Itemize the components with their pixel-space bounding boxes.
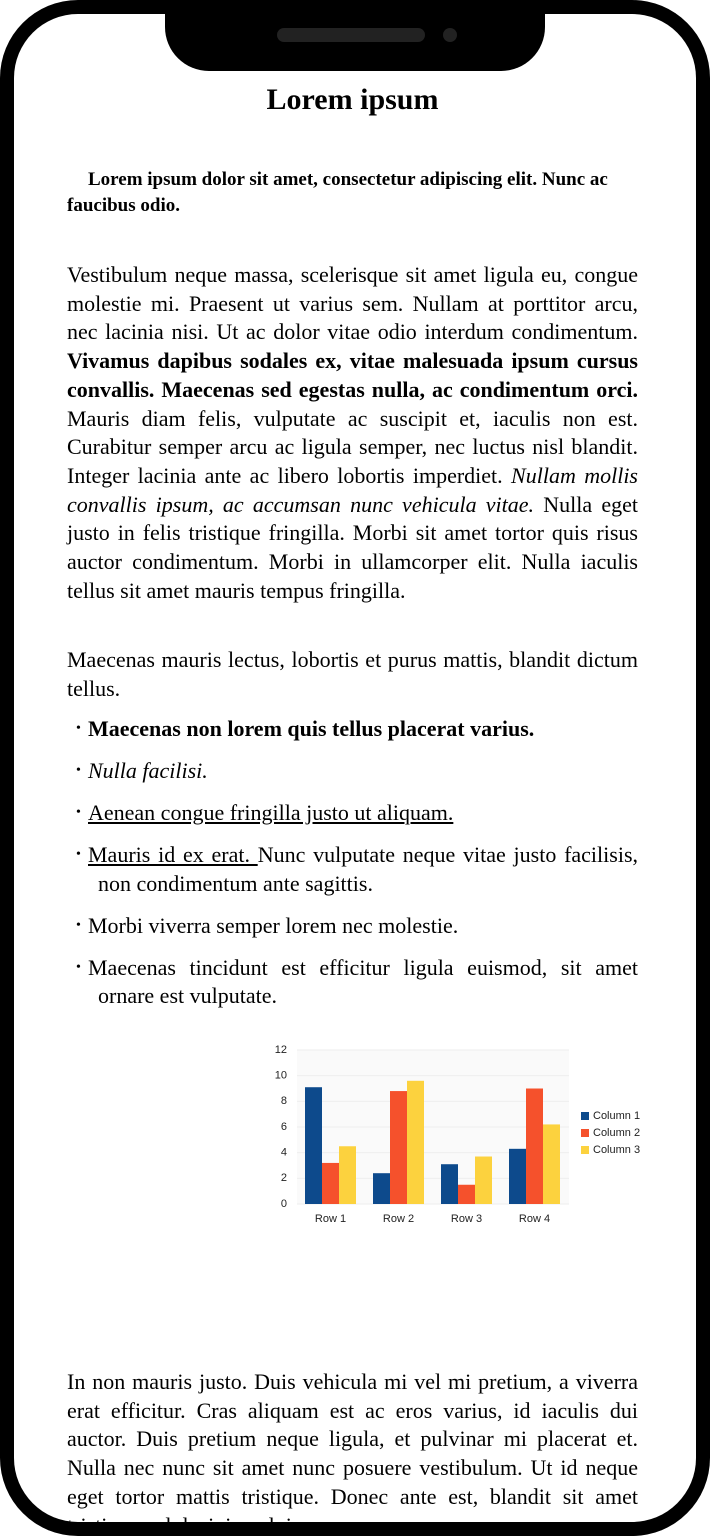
y-tick-label: 6 — [281, 1121, 287, 1133]
chart: 0 2 4 6 8 10 12 Row 1 Row 2 Row 3 Row 4 Column 1 Col… — [275, 1044, 640, 1225]
list-item: Nulla facilisi. — [67, 757, 638, 786]
legend-label: Column 2 — [593, 1127, 640, 1139]
y-tick-label: 10 — [275, 1070, 287, 1082]
bar — [339, 1146, 356, 1204]
bar — [458, 1184, 475, 1204]
text-run: Vestibulum neque massa, scelerisque sit … — [67, 262, 638, 345]
text-run: Morbi viverra semper lorem nec molestie. — [88, 912, 459, 938]
legend-label: Column 1 — [593, 1110, 640, 1122]
legend-swatch — [581, 1146, 589, 1154]
text-run: Nunc vulputate neque vitae justo facilis… — [98, 842, 639, 896]
x-tick-label: Row 3 — [451, 1213, 482, 1225]
subtitle: Lorem ipsum dolor sit amet, consectetur … — [67, 169, 608, 216]
list-item: Mauris id ex erat. Nunc vulputate neque … — [67, 841, 638, 898]
bar — [543, 1124, 560, 1204]
list-item: Maecenas non lorem quis tellus placerat … — [67, 715, 638, 744]
bar — [441, 1164, 458, 1204]
page-title: Lorem ipsum — [266, 83, 439, 116]
text-run: Maecenas tincidunt est efficitur ligula … — [88, 954, 638, 1009]
bar — [475, 1156, 492, 1204]
speaker — [277, 28, 425, 42]
bar — [373, 1173, 390, 1204]
text-run: Aenean congue fringilla justo ut aliquam… — [88, 800, 454, 825]
legend-label: Column 3 — [593, 1144, 640, 1156]
notch — [165, 14, 545, 71]
bullet-list: Maecenas non lorem quis tellus placerat … — [67, 715, 638, 1024]
paragraph: In non mauris justo. Duis vehicula mi ve… — [67, 1368, 638, 1522]
x-tick-label: Row 4 — [519, 1213, 550, 1225]
list-item: Maecenas tincidunt est efficitur ligula … — [67, 954, 638, 1011]
y-tick-label: 0 — [281, 1198, 287, 1210]
y-tick-label: 12 — [275, 1044, 287, 1056]
bar — [526, 1088, 543, 1204]
screen: Lorem ipsum Lorem ipsum dolor sit amet, … — [14, 14, 696, 1522]
text-run: In non mauris justo. Duis vehicula mi ve… — [67, 1369, 638, 1522]
text-run: Nullam mollis convallis ipsum, ac accums… — [67, 462, 638, 517]
camera — [443, 28, 457, 42]
list-item: Morbi viverra semper lorem nec molestie. — [67, 912, 638, 941]
text-run: Maecenas mauris lectus, lobortis et puru… — [67, 647, 638, 701]
text-run: Mauris id ex erat. — [88, 842, 258, 867]
text-run: Mauris diam felis, vulputate ac suscipit… — [67, 405, 638, 488]
bar — [407, 1080, 424, 1204]
text-run: Nulla eget justo in felis tristique frin… — [67, 491, 638, 603]
y-tick-label: 2 — [281, 1172, 287, 1184]
bar — [390, 1091, 407, 1204]
text-run: Nulla facilisi. — [88, 758, 208, 783]
y-tick-label: 8 — [281, 1095, 287, 1107]
x-tick-label: Row 2 — [383, 1213, 414, 1225]
text-run: Maecenas non lorem quis tellus placerat … — [88, 716, 535, 741]
legend-swatch — [581, 1129, 589, 1137]
text-run: Vivamus dapibus sodales ex, vitae malesu… — [67, 348, 638, 402]
y-tick-label: 4 — [281, 1147, 287, 1159]
legend-swatch — [581, 1112, 589, 1120]
bar — [322, 1162, 339, 1204]
paragraph: Vestibulum neque massa, scelerisque sit … — [67, 261, 638, 605]
list-item: Aenean congue fringilla justo ut aliquam… — [67, 799, 638, 828]
paragraph: Maecenas mauris lectus, lobortis et puru… — [67, 646, 638, 703]
bar — [305, 1087, 322, 1204]
x-tick-label: Row 1 — [315, 1213, 346, 1225]
bar — [509, 1148, 526, 1204]
